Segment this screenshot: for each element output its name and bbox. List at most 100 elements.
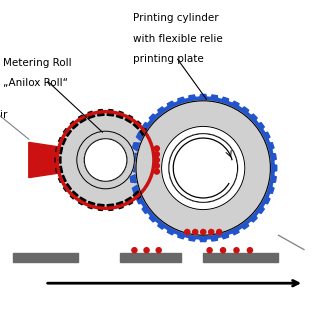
Polygon shape [230,101,239,109]
Polygon shape [64,184,71,191]
Polygon shape [145,175,153,182]
Polygon shape [140,129,148,136]
Polygon shape [133,121,141,129]
Polygon shape [125,115,132,123]
Polygon shape [158,107,166,115]
Polygon shape [210,235,218,241]
Circle shape [154,157,159,163]
Polygon shape [116,202,123,209]
Wedge shape [169,134,237,168]
Polygon shape [270,175,276,183]
Polygon shape [167,101,176,109]
Polygon shape [271,164,277,172]
Polygon shape [220,97,228,105]
Polygon shape [148,148,156,154]
Bar [203,253,278,262]
Polygon shape [59,175,66,182]
Text: with flexible relie: with flexible relie [133,34,222,44]
Circle shape [247,248,252,253]
Circle shape [201,229,206,235]
Polygon shape [140,184,148,191]
Polygon shape [142,205,150,213]
Polygon shape [132,143,140,151]
Polygon shape [29,142,61,178]
Text: printing plate: printing plate [133,54,204,64]
Polygon shape [125,197,132,205]
Circle shape [162,126,245,210]
Polygon shape [107,204,114,211]
Polygon shape [116,111,123,118]
Polygon shape [56,166,63,172]
Polygon shape [98,109,104,116]
Bar [120,253,181,262]
Circle shape [154,152,159,157]
Polygon shape [178,231,186,239]
Wedge shape [84,160,127,181]
Polygon shape [267,143,274,151]
Wedge shape [203,134,237,202]
Polygon shape [79,197,86,205]
Polygon shape [149,213,158,222]
Bar [13,253,78,262]
Text: Metering Roll: Metering Roll [3,58,72,68]
Circle shape [185,149,222,187]
Polygon shape [220,231,228,239]
Polygon shape [270,153,276,161]
Polygon shape [230,227,239,235]
Circle shape [154,163,159,168]
Polygon shape [88,202,95,209]
Polygon shape [240,107,249,115]
Polygon shape [199,236,207,242]
Circle shape [59,114,152,206]
Polygon shape [167,227,176,235]
Polygon shape [79,115,86,123]
Circle shape [132,248,137,253]
Polygon shape [267,185,274,193]
Text: Sili: Sili [250,133,265,143]
Polygon shape [188,235,196,241]
Polygon shape [256,123,264,131]
Wedge shape [106,139,127,181]
Wedge shape [169,168,237,202]
Polygon shape [98,204,104,211]
Polygon shape [248,213,257,222]
Polygon shape [199,94,207,100]
Circle shape [156,248,161,253]
Polygon shape [210,95,218,101]
Circle shape [136,101,270,235]
Circle shape [207,248,212,253]
Circle shape [234,248,239,253]
Wedge shape [84,139,127,160]
Polygon shape [136,195,144,204]
Polygon shape [136,132,144,141]
Polygon shape [262,195,270,204]
Circle shape [154,146,159,151]
Polygon shape [150,157,156,163]
Circle shape [209,229,214,235]
Text: ir: ir [0,110,7,120]
Circle shape [132,97,274,239]
Polygon shape [64,129,71,136]
Polygon shape [142,123,150,131]
Polygon shape [133,191,141,199]
Text: Printing cylinder: Printing cylinder [133,13,219,23]
Polygon shape [107,109,114,116]
Polygon shape [148,166,156,172]
Wedge shape [84,139,106,181]
Wedge shape [169,134,203,202]
Polygon shape [55,157,61,163]
Polygon shape [132,185,140,193]
Polygon shape [178,97,186,105]
Circle shape [154,169,159,174]
Polygon shape [158,221,166,229]
Polygon shape [188,95,196,101]
Polygon shape [149,114,158,123]
Polygon shape [70,191,78,199]
Circle shape [93,148,118,172]
Polygon shape [130,175,137,183]
Polygon shape [248,114,257,123]
Polygon shape [256,205,264,213]
Circle shape [220,248,226,253]
Polygon shape [145,138,153,145]
Text: „Anilox Roll“: „Anilox Roll“ [3,78,68,88]
